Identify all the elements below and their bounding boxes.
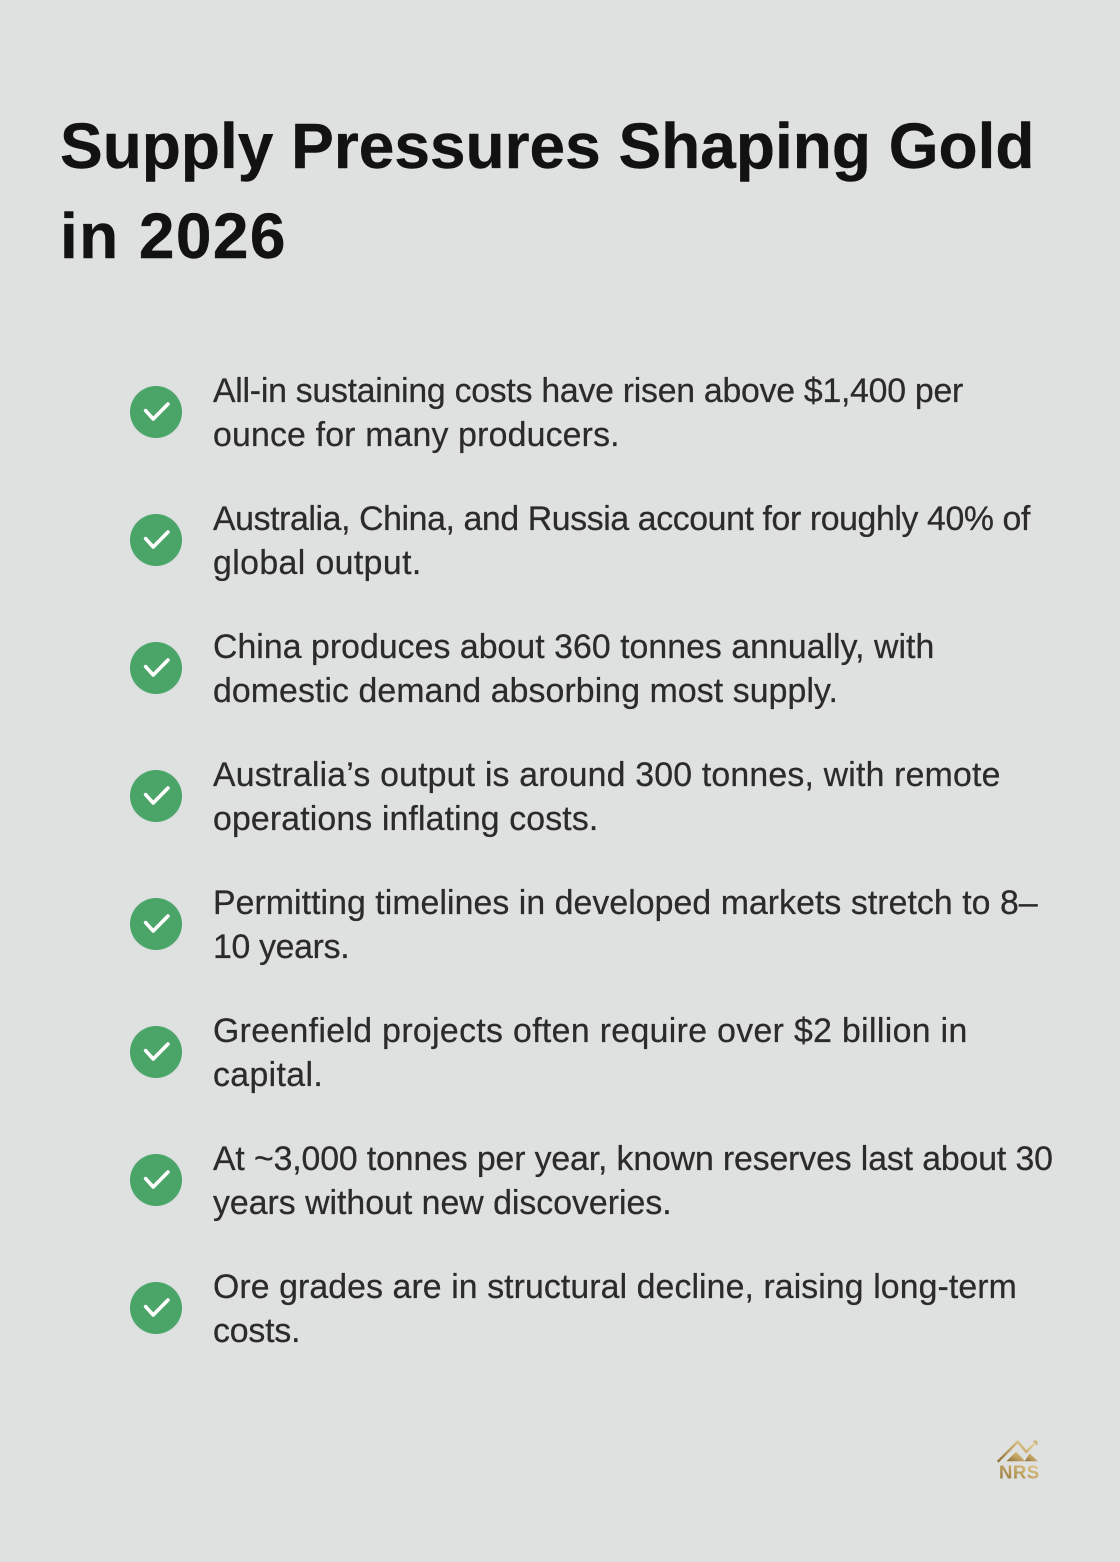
svg-text:NRS: NRS (999, 1461, 1040, 1482)
